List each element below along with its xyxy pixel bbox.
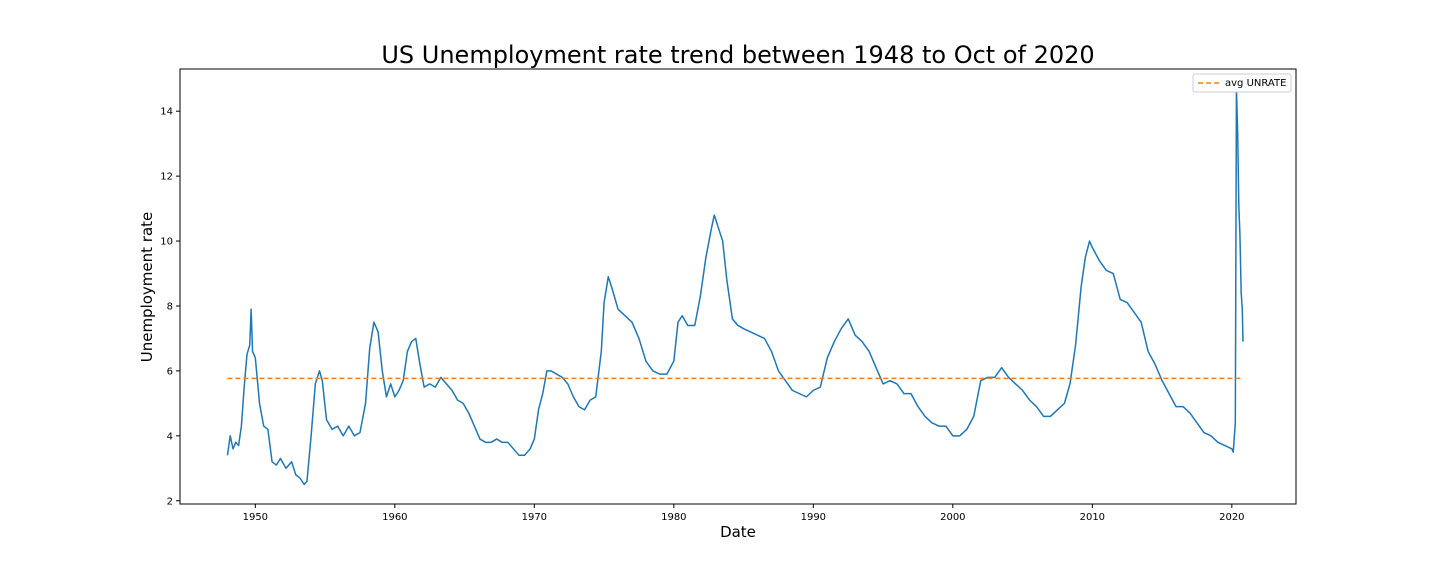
y-tick-label: 10 [160, 237, 173, 248]
legend-box [1192, 73, 1292, 93]
y-tick-label: 8 [167, 301, 173, 312]
x-tick-label: 1960 [382, 512, 407, 523]
x-tick-label: 1980 [661, 512, 686, 523]
x-axis-label: Date [720, 523, 756, 541]
x-tick-label: 1950 [243, 512, 268, 523]
y-tick-label: 12 [160, 172, 173, 183]
y-axis-label: Unemployment rate [138, 212, 156, 363]
x-tick-label: 2010 [1080, 512, 1105, 523]
y-tick-label: 14 [160, 107, 173, 118]
x-tick-label: 2020 [1219, 512, 1244, 523]
series-layer [226, 87, 1244, 486]
plot-area-frame [179, 68, 1297, 505]
x-tick-label: 1970 [522, 512, 547, 523]
chart-title: US Unemployment rate trend between 1948 … [381, 41, 1094, 69]
y-tick-label: 2 [167, 496, 173, 507]
x-tick-label: 2000 [940, 512, 965, 523]
y-tick-label: 6 [167, 366, 173, 377]
y-axis-ticks: 2 4 6 8 10 12 14 [160, 107, 180, 507]
series-line-unrate [226, 87, 1244, 486]
y-tick-label: 4 [167, 431, 173, 442]
legend: avg UNRATE [1192, 73, 1292, 93]
legend-label-avg-unrate: avg UNRATE [1225, 78, 1286, 89]
x-axis-ticks: 1950 1960 1970 1980 1990 2000 2010 2020 [243, 504, 1245, 523]
x-tick-label: 1990 [801, 512, 826, 523]
